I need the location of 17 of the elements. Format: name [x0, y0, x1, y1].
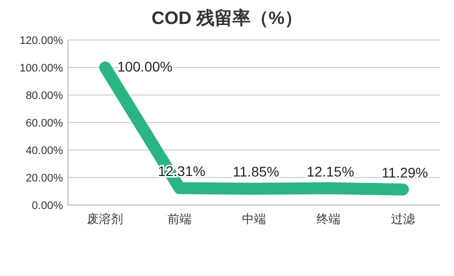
data-label: 100.00% — [117, 58, 172, 74]
chart-title: COD 残留率（%） — [151, 8, 303, 28]
data-label: 11.29% — [382, 164, 428, 180]
y-tick-label: 40.00% — [26, 145, 64, 157]
x-tick-label: 中端 — [242, 212, 266, 226]
y-tick-label: 20.00% — [26, 172, 64, 184]
x-tick-label: 过滤 — [390, 212, 415, 226]
y-tick-label: 80.00% — [26, 90, 64, 102]
y-tick-label: 0.00% — [32, 200, 64, 212]
y-tick-label: 100.00% — [20, 62, 64, 74]
y-tick-label: 60.00% — [26, 118, 64, 130]
data-label: 12.15% — [306, 163, 354, 180]
data-label: 11.85% — [232, 164, 280, 180]
y-tick-label: 120.00% — [20, 35, 64, 47]
x-tick-label: 废溶剂 — [87, 212, 124, 226]
x-tick-label: 终端 — [316, 212, 340, 226]
x-tick-label: 前端 — [168, 212, 192, 226]
